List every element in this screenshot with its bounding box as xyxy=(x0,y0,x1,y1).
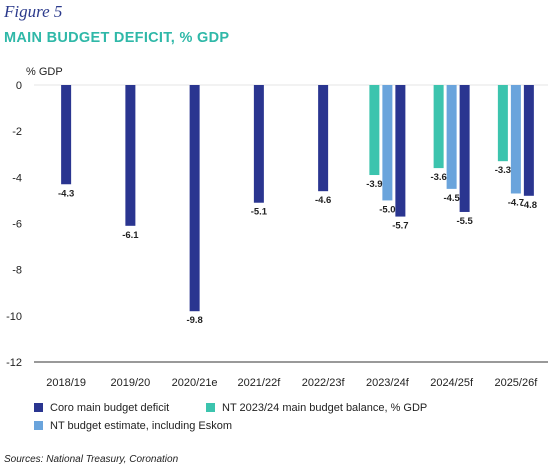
y-tick-label: -8 xyxy=(12,265,22,277)
figure-label: Figure 5 xyxy=(4,2,63,21)
bar-202526f-s2 xyxy=(523,85,534,196)
x-tick-label: 2019/20 xyxy=(110,377,150,389)
y-tick-label: -10 xyxy=(6,311,22,323)
data-label: -4.5 xyxy=(443,193,460,204)
legend-item-nt-eskom: NT budget estimate, including Eskom xyxy=(34,420,232,432)
legend-swatch-coro xyxy=(34,403,43,412)
chart-title: MAIN BUDGET DEFICIT, % GDP xyxy=(4,30,230,46)
y-axis-unit-label: % GDP xyxy=(26,66,63,78)
legend-label-nt-balance: NT 2023/24 main budget balance, % GDP xyxy=(222,402,428,414)
bar-chart: 0 -2 -4 -6 -8 -10 -12 -4.3 2018/19 -6.1 2019/20 -9.… xyxy=(6,80,548,389)
bar-202526f-s0 xyxy=(497,85,508,162)
legend-swatch-nt-balance xyxy=(206,403,215,412)
x-tick-label: 2018/19 xyxy=(46,377,86,389)
legend-label-nt-eskom: NT budget estimate, including Eskom xyxy=(50,420,232,432)
bar-201819-s2 xyxy=(61,85,72,185)
data-label: -9.8 xyxy=(186,315,202,326)
data-label: -4.3 xyxy=(58,188,74,199)
bar-202324f-s2 xyxy=(395,85,406,217)
legend-item-nt-balance: NT 2023/24 main budget balance, % GDP xyxy=(206,402,427,414)
bar-202425f-s2 xyxy=(459,85,470,212)
bar-202324f-s0 xyxy=(369,85,380,176)
bar-202425f-s1 xyxy=(446,85,457,189)
data-label: -4.6 xyxy=(315,195,331,206)
data-label: -5.0 xyxy=(379,204,395,215)
legend-item-coro: Coro main budget deficit xyxy=(34,402,169,414)
data-label: -5.7 xyxy=(392,221,408,232)
y-tick-label: 0 xyxy=(16,80,22,92)
y-tick-label: -12 xyxy=(6,357,22,369)
bar-202021e-s2 xyxy=(189,85,200,312)
y-tick-label: -2 xyxy=(12,126,22,138)
x-tick-label: 2024/25f xyxy=(430,377,474,389)
x-tick-label: 2021/22f xyxy=(237,377,281,389)
bar-202425f-s0 xyxy=(433,85,444,169)
bar-202526f-s1 xyxy=(510,85,521,194)
y-tick-label: -4 xyxy=(12,172,22,184)
data-label: -3.6 xyxy=(430,172,446,183)
y-tick-label: -6 xyxy=(12,219,22,231)
legend-swatch-nt-eskom xyxy=(34,421,43,430)
x-tick-label: 2023/24f xyxy=(366,377,410,389)
data-label: -3.3 xyxy=(495,165,511,176)
legend-label-coro: Coro main budget deficit xyxy=(50,402,170,414)
data-label: -5.5 xyxy=(456,216,473,227)
source-note: Sources: National Treasury, Coronation xyxy=(4,454,179,465)
x-tick-label: 2020/21e xyxy=(172,377,218,389)
data-label: -4.7 xyxy=(508,197,524,208)
bar-202223f-s2 xyxy=(318,85,329,192)
x-tick-label: 2022/23f xyxy=(302,377,346,389)
bar-201920-s2 xyxy=(125,85,136,226)
data-label: -5.1 xyxy=(251,207,268,218)
data-label: -3.9 xyxy=(366,179,382,190)
data-label: -6.1 xyxy=(122,230,139,241)
bar-202122f-s2 xyxy=(253,85,264,203)
bar-202324f-s1 xyxy=(382,85,393,201)
data-label: -4.8 xyxy=(521,200,537,211)
x-tick-label: 2025/26f xyxy=(494,377,538,389)
